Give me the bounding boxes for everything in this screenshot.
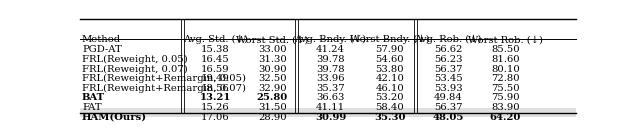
- Text: 30.90: 30.90: [258, 65, 287, 74]
- Text: Worst Std. (↓): Worst Std. (↓): [236, 35, 308, 44]
- Text: BAT: BAT: [82, 93, 105, 103]
- Text: 53.93: 53.93: [434, 84, 463, 93]
- Text: Avg. Rob. (↓): Avg. Rob. (↓): [415, 35, 482, 44]
- Text: FRL(Reweight, 0.07): FRL(Reweight, 0.07): [82, 65, 188, 74]
- Text: 17.06: 17.06: [201, 113, 230, 122]
- Text: 75.50: 75.50: [491, 84, 520, 93]
- Text: Avg. Std. (↓): Avg. Std. (↓): [183, 35, 248, 44]
- Text: 39.78: 39.78: [316, 55, 345, 64]
- Text: 49.84: 49.84: [434, 93, 463, 103]
- Text: FRL(Reweight, 0.05): FRL(Reweight, 0.05): [82, 55, 188, 64]
- Text: 32.50: 32.50: [258, 74, 287, 83]
- Bar: [80, 108, 576, 117]
- Text: 72.80: 72.80: [491, 74, 520, 83]
- Text: 81.60: 81.60: [491, 55, 520, 64]
- Text: 41.24: 41.24: [316, 45, 345, 54]
- Text: 56.23: 56.23: [434, 55, 463, 64]
- Text: 46.10: 46.10: [376, 84, 404, 93]
- Text: HAM(Ours): HAM(Ours): [82, 113, 147, 122]
- Text: 25.80: 25.80: [257, 93, 288, 103]
- Text: 18.56: 18.56: [201, 84, 230, 93]
- Text: 53.80: 53.80: [376, 65, 404, 74]
- Text: 36.63: 36.63: [316, 93, 345, 103]
- Text: 39.78: 39.78: [316, 65, 345, 74]
- Text: 31.50: 31.50: [258, 103, 287, 112]
- Text: FRL(Reweight+Remargin, 0.05): FRL(Reweight+Remargin, 0.05): [82, 74, 246, 83]
- Text: 75.90: 75.90: [491, 93, 520, 103]
- Text: Worst Rob. (↓): Worst Rob. (↓): [468, 35, 543, 44]
- Text: Method: Method: [82, 35, 121, 44]
- Text: 13.21: 13.21: [200, 93, 231, 103]
- Text: 16.45: 16.45: [201, 55, 230, 64]
- Text: Worst Bndy. (↓): Worst Bndy. (↓): [350, 35, 430, 44]
- Text: 15.38: 15.38: [201, 45, 230, 54]
- Text: 42.10: 42.10: [376, 74, 404, 83]
- Text: 30.99: 30.99: [315, 113, 346, 122]
- Text: PGD-AT: PGD-AT: [82, 45, 122, 54]
- Text: 80.10: 80.10: [491, 65, 520, 74]
- Text: 33.96: 33.96: [316, 74, 345, 83]
- Text: FRL(Reweight+Remargin, 0.07): FRL(Reweight+Remargin, 0.07): [82, 84, 246, 93]
- Text: 41.11: 41.11: [316, 103, 345, 112]
- Text: 28.90: 28.90: [258, 113, 287, 122]
- Text: 53.45: 53.45: [434, 74, 463, 83]
- Text: FAT: FAT: [82, 103, 102, 112]
- Text: 64.20: 64.20: [490, 113, 521, 122]
- Text: 57.90: 57.90: [376, 45, 404, 54]
- Text: Avg. Bndy. (↓): Avg. Bndy. (↓): [294, 35, 367, 44]
- Text: 35.37: 35.37: [316, 84, 345, 93]
- Text: 33.00: 33.00: [258, 45, 287, 54]
- Text: 85.50: 85.50: [491, 45, 520, 54]
- Text: 16.59: 16.59: [201, 65, 230, 74]
- Text: 35.30: 35.30: [374, 113, 406, 122]
- Text: 15.26: 15.26: [201, 103, 230, 112]
- Text: 83.90: 83.90: [491, 103, 520, 112]
- Text: 58.40: 58.40: [376, 103, 404, 112]
- Text: 32.90: 32.90: [258, 84, 287, 93]
- Text: 31.30: 31.30: [258, 55, 287, 64]
- Text: 56.37: 56.37: [434, 103, 463, 112]
- Text: 48.05: 48.05: [433, 113, 464, 122]
- Text: 54.60: 54.60: [376, 55, 404, 64]
- Text: 53.20: 53.20: [376, 93, 404, 103]
- Text: 56.37: 56.37: [434, 65, 463, 74]
- Text: 56.62: 56.62: [434, 45, 463, 54]
- Text: 19.49: 19.49: [201, 74, 230, 83]
